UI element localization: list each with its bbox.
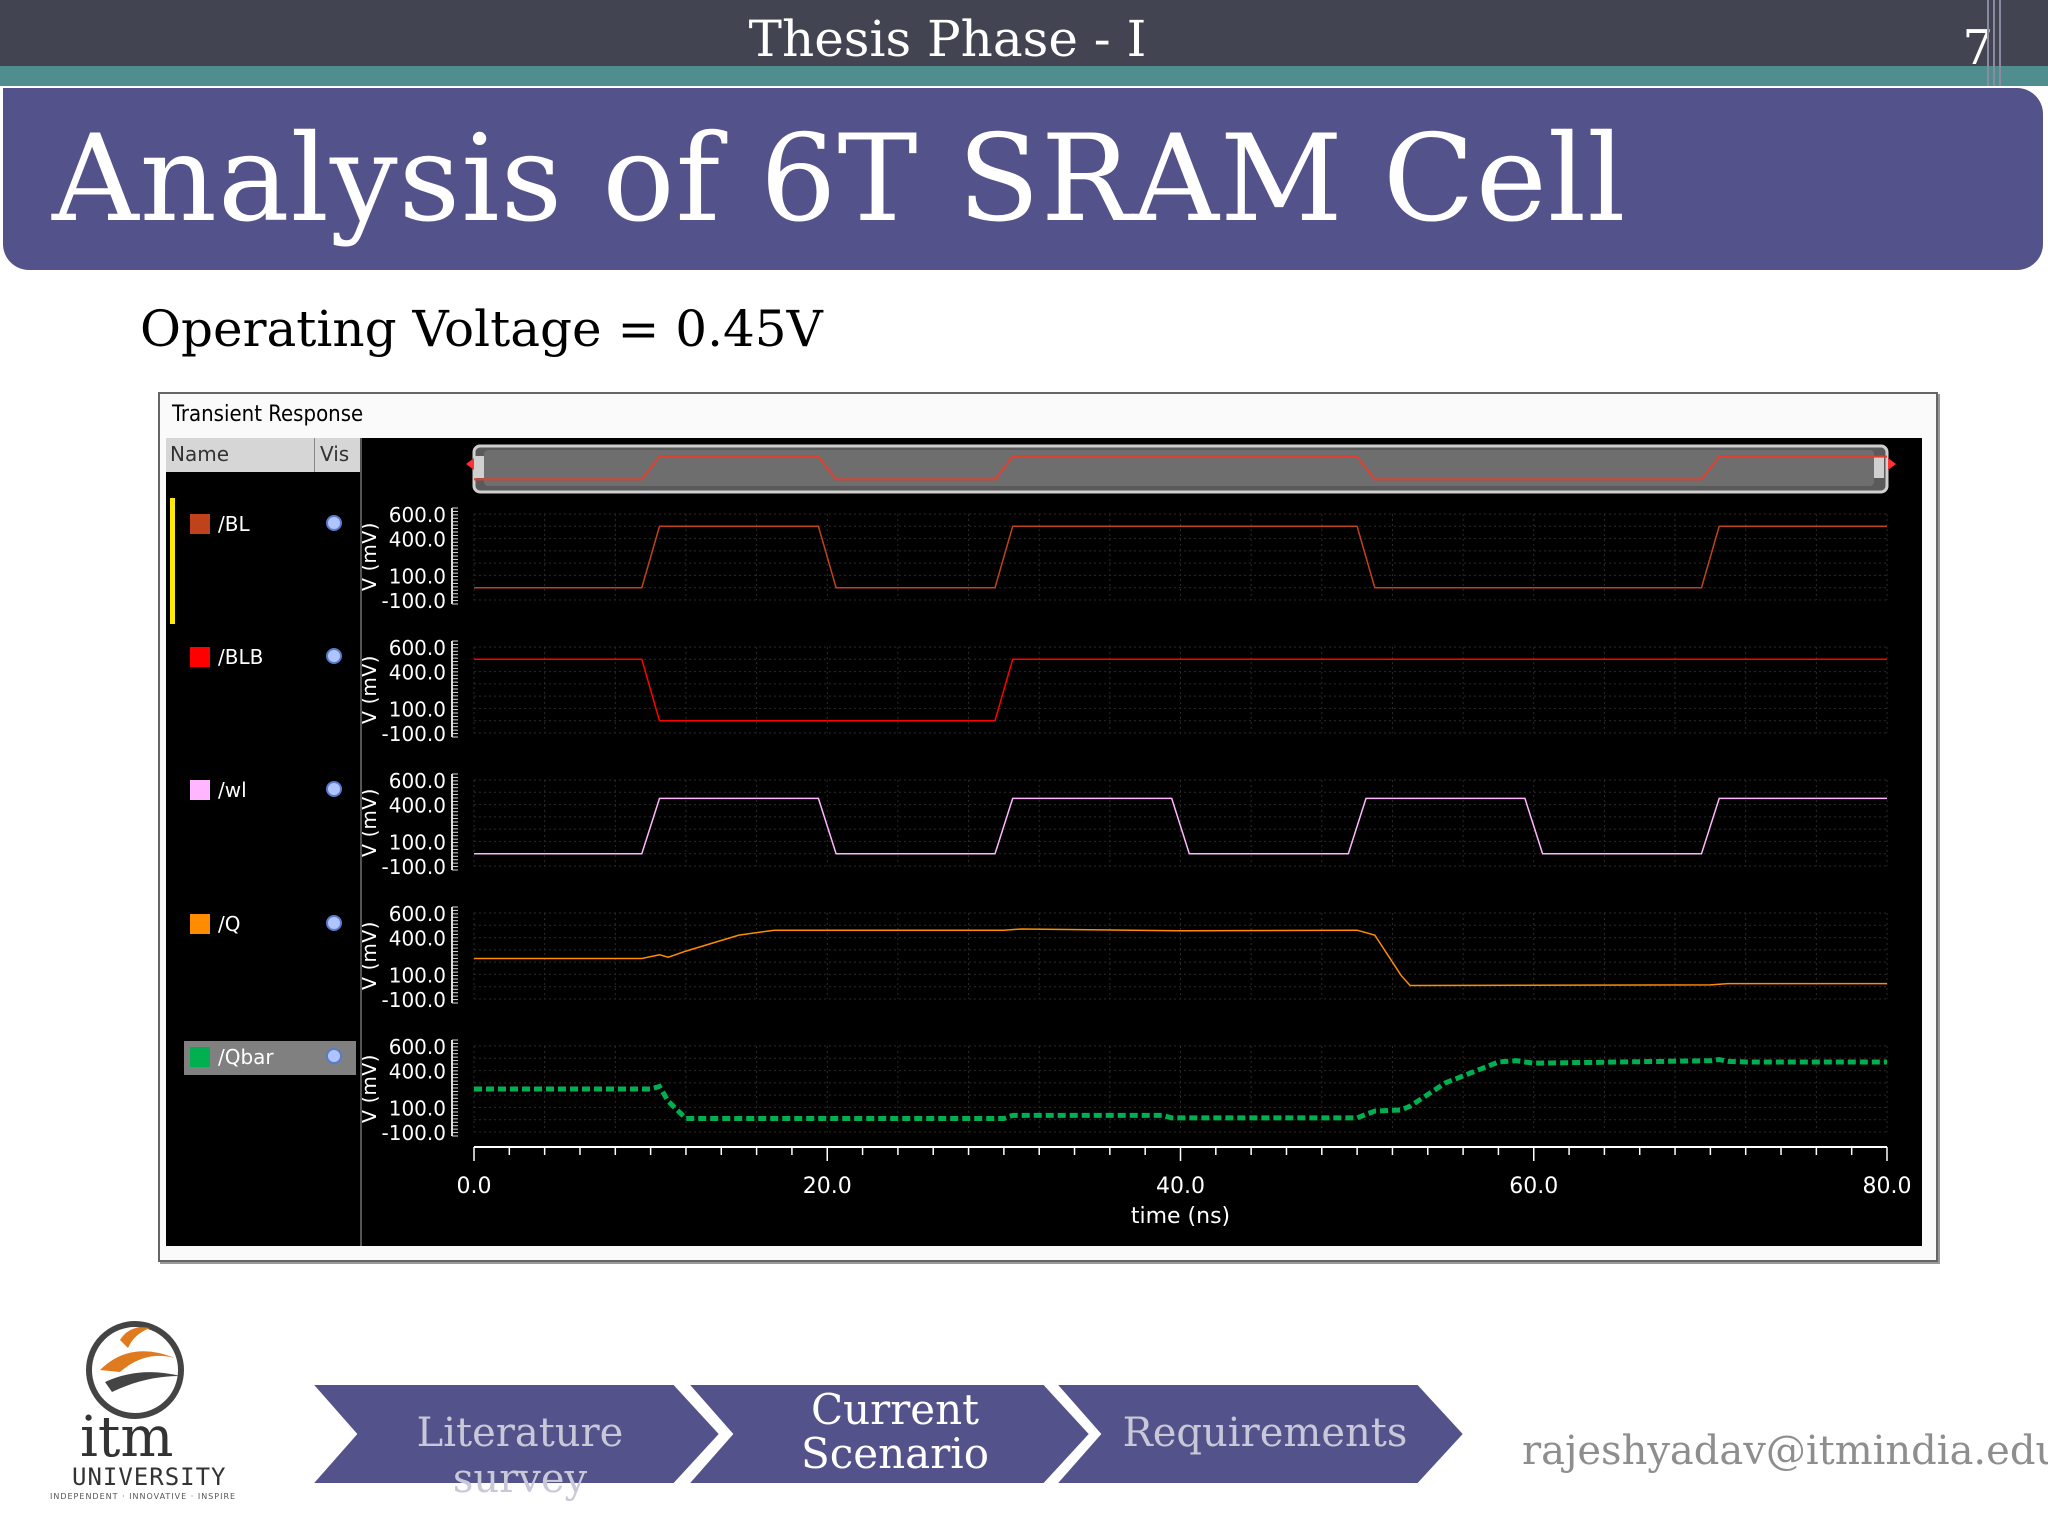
y-tick-label: -100.0 <box>382 1121 446 1145</box>
x-tick-label: 80.0 <box>1863 1174 1912 1199</box>
bl-swatch <box>190 514 210 534</box>
y-tick-label: 100.0 <box>389 564 446 588</box>
slide-title-bar <box>3 88 2043 270</box>
nav-literature-survey-arrow[interactable] <box>312 1384 732 1484</box>
visibility-toggle-icon[interactable] <box>326 915 342 931</box>
y-tick-label: 600.0 <box>389 769 446 793</box>
vis-column-header: Vis <box>320 442 350 466</box>
y-axis-label: V (mV) <box>362 1055 381 1124</box>
nav-current-line1: Current <box>810 1385 980 1434</box>
y-tick-label: 600.0 <box>389 902 446 926</box>
signal-row-bl[interactable]: /BL <box>166 508 356 542</box>
x-tick-label: 40.0 <box>1156 1174 1205 1199</box>
scroll-handle-right <box>1874 456 1884 478</box>
header-title: Thesis Phase - I <box>748 10 1147 68</box>
overview-thumb <box>484 450 1874 486</box>
y-tick-label: 600.0 <box>389 1035 446 1059</box>
signal-name: /wl <box>218 778 247 802</box>
y-tick-label: 600.0 <box>389 636 446 660</box>
y-tick-label: -100.0 <box>382 988 446 1012</box>
y-tick-label: 400.0 <box>389 528 446 552</box>
y-axis-label: V (mV) <box>362 922 381 991</box>
signal-row-wl[interactable]: /wl <box>166 774 356 808</box>
y-axis-label: V (mV) <box>362 789 381 858</box>
operating-voltage-label: Operating Voltage = 0.45V <box>140 300 823 358</box>
x-tick-label: 60.0 <box>1509 1174 1558 1199</box>
series-bl <box>474 525 1887 589</box>
nav-current-scenario-arrow[interactable] <box>688 1384 1098 1484</box>
nav-requirements-arrow[interactable] <box>1056 1384 1476 1484</box>
signal-name: /BL <box>218 512 250 536</box>
panel-title: Transient Response <box>172 402 364 427</box>
series-wl <box>474 797 1887 855</box>
y-tick-label: 400.0 <box>389 794 446 818</box>
y-tick-label: 400.0 <box>389 661 446 685</box>
q-swatch <box>190 914 210 934</box>
overview-trace <box>474 455 1887 481</box>
itm-university-logo <box>86 1321 184 1419</box>
series-q <box>474 928 1887 987</box>
nav-current-scenario[interactable]: Current Scenario <box>760 1388 1030 1476</box>
visibility-toggle-icon[interactable] <box>326 1048 342 1064</box>
scroll-left-arrow-icon <box>466 458 474 470</box>
signal-row-blb[interactable]: /BLB <box>166 641 356 675</box>
logo-tagline: INDEPENDENT · INNOVATIVE · INSPIRE <box>50 1492 237 1501</box>
y-tick-label: 100.0 <box>389 830 446 854</box>
top-bar <box>0 0 2048 68</box>
y-tick-label: -100.0 <box>382 722 446 746</box>
visibility-toggle-icon[interactable] <box>326 648 342 664</box>
y-axis-label: V (mV) <box>362 523 381 592</box>
author-email: rajeshyadav@itmindia.edu <box>1522 1428 2048 1474</box>
logo-wordmark: itm <box>80 1405 174 1470</box>
scroll-right-arrow-icon <box>1888 458 1896 470</box>
y-axis-label: V (mV) <box>362 656 381 725</box>
series-qbar <box>474 1056 1887 1121</box>
y-tick-label: -100.0 <box>382 589 446 613</box>
y-tick-label: 100.0 <box>389 1096 446 1120</box>
scroll-handle-left <box>474 456 484 478</box>
logo-university: UNIVERSITY <box>72 1463 227 1491</box>
series-blb <box>474 658 1887 722</box>
x-axis-label: time (ns) <box>1131 1204 1230 1229</box>
name-column-header: Name <box>170 442 230 466</box>
signal-name: /BLB <box>218 645 264 669</box>
blb-swatch <box>190 647 210 667</box>
y-tick-label: 600.0 <box>389 503 446 527</box>
visibility-toggle-icon[interactable] <box>326 515 342 531</box>
wl-swatch <box>190 780 210 800</box>
visibility-toggle-icon[interactable] <box>326 781 342 797</box>
signal-name: /Q <box>218 912 241 936</box>
corner-decoration <box>1987 0 2001 86</box>
x-tick-label: 0.0 <box>457 1174 492 1199</box>
nav-literature-survey[interactable]: Literature survey <box>416 1410 624 1502</box>
nav-current-line2: Scenario <box>800 1429 990 1478</box>
y-tick-label: 400.0 <box>389 927 446 951</box>
y-tick-label: -100.0 <box>382 855 446 879</box>
y-tick-label: 400.0 <box>389 1060 446 1084</box>
y-tick-label: 100.0 <box>389 697 446 721</box>
qbar-swatch <box>190 1047 210 1067</box>
signal-row-q[interactable]: /Q <box>166 908 356 942</box>
signal-list-panel: Name Vis /BL /BLB /wl /Q /Qbar <box>166 438 362 1246</box>
nav-requirements[interactable]: Requirements <box>1122 1410 1408 1456</box>
signal-list-header: Name Vis <box>166 438 360 472</box>
top-accent-strip <box>0 66 2048 86</box>
active-row-marker <box>170 498 175 624</box>
signal-name: /Qbar <box>218 1045 274 1069</box>
y-tick-label: 100.0 <box>389 963 446 987</box>
signal-row-qbar[interactable]: /Qbar <box>184 1041 356 1075</box>
x-tick-label: 20.0 <box>803 1174 852 1199</box>
slide-title: Analysis of 6T SRAM Cell <box>52 110 1627 249</box>
